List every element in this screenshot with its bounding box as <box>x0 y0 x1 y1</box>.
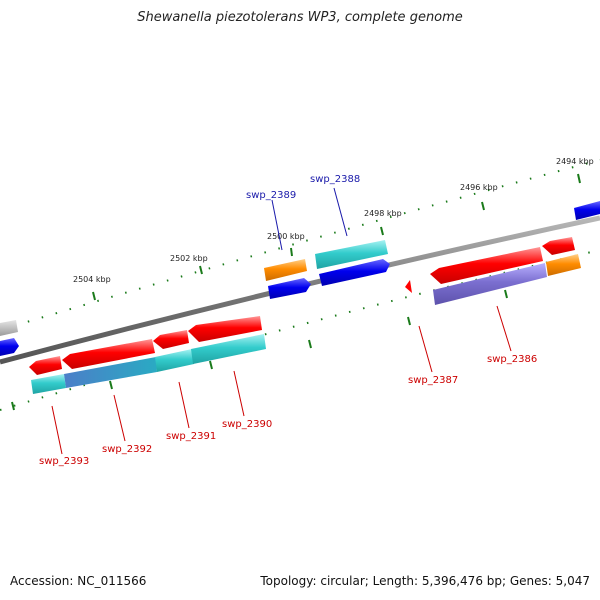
gene-red-reverse[interactable] <box>542 237 575 255</box>
gene-swp-2389[interactable] <box>264 259 307 281</box>
gene-swp-2386[interactable] <box>433 263 547 305</box>
accession-text: Accession: NC_011566 <box>10 574 147 588</box>
gene-orange-reverse[interactable] <box>546 254 581 276</box>
gene-red-reverse[interactable] <box>153 330 189 349</box>
gene-label-swp-2387[interactable]: swp_2387 <box>408 375 458 386</box>
tick-2494 <box>577 173 581 184</box>
gene-red-reverse[interactable] <box>62 339 155 369</box>
gene-red-reverse[interactable] <box>430 247 543 284</box>
gene-label-swp-2391[interactable]: swp_2391 <box>166 431 216 442</box>
inner-tick <box>504 289 508 299</box>
gene-blue-forward[interactable] <box>319 259 390 286</box>
gene-label-swp-2393[interactable]: swp_2393 <box>39 456 89 467</box>
inner-major-ticks <box>11 289 508 411</box>
inner-tick <box>407 316 411 326</box>
leader-swp-2390 <box>233 370 245 417</box>
inner-tick <box>11 401 15 411</box>
kbp-label: 2494 kbp <box>556 157 594 166</box>
gene-swp-2388[interactable] <box>315 240 388 269</box>
gene-label-swp-2390[interactable]: swp_2390 <box>222 419 272 430</box>
gene-label-swp-2388[interactable]: swp_2388 <box>310 174 360 185</box>
leader-swp-2386 <box>496 305 512 352</box>
leader-swp-2387 <box>418 325 433 373</box>
leader-swp-2393 <box>51 405 63 455</box>
gene-blue-forward[interactable] <box>0 338 19 356</box>
leader-swp-2388 <box>333 187 348 237</box>
inner-tick <box>209 360 213 370</box>
gene-cyan-reverse[interactable] <box>31 374 66 394</box>
inner-tick <box>308 339 312 349</box>
tick-2504 <box>92 291 96 301</box>
kbp-label: 2502 kbp <box>170 254 208 263</box>
gene-label-swp-2386[interactable]: swp_2386 <box>487 354 537 365</box>
kbp-label: 2500 kbp <box>267 232 305 241</box>
inner-tick <box>109 380 113 390</box>
gene-swp-2391[interactable] <box>155 349 194 372</box>
inner-ruler <box>0 249 600 411</box>
gene-swp-2392[interactable] <box>64 357 157 388</box>
label-leaders <box>51 187 512 455</box>
gene-label-swp-2389[interactable]: swp_2389 <box>246 190 296 201</box>
tick-2498 <box>380 226 384 236</box>
outer-major-ticks <box>92 173 581 301</box>
outer-ruler <box>0 159 600 331</box>
kbp-label: 2496 kbp <box>460 183 498 192</box>
leader-swp-2391 <box>178 381 190 429</box>
map-title: Shewanella piezotolerans WP3, complete g… <box>137 10 463 25</box>
kbp-label: 2498 kbp <box>364 209 402 218</box>
tick-2500 <box>290 247 293 257</box>
gene-swp-2390[interactable] <box>191 334 266 364</box>
topology-text: Topology: circular; Length: 5,396,476 bp… <box>260 574 590 588</box>
kbp-label: 2504 kbp <box>73 275 111 284</box>
gene-red-reverse[interactable] <box>188 316 262 342</box>
tick-2502 <box>199 265 203 275</box>
gene-blue-forward[interactable] <box>268 278 311 299</box>
gene-grey-partial[interactable] <box>0 320 18 336</box>
leader-swp-2392 <box>113 394 126 442</box>
leader-swp-2389 <box>271 199 283 251</box>
gene-label-swp-2392[interactable]: swp_2392 <box>102 444 152 455</box>
tick-2496 <box>481 201 485 211</box>
gene-blue-forward[interactable] <box>574 201 600 220</box>
gene-swp-2393[interactable] <box>29 356 62 375</box>
gene-swp-2387[interactable] <box>405 280 412 293</box>
